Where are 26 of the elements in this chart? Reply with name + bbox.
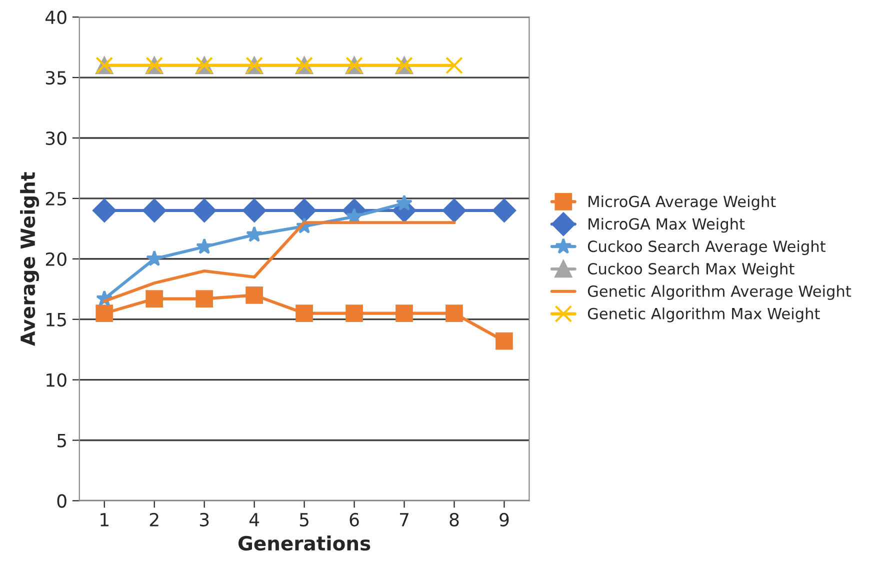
y-tick-label: 0 — [57, 494, 66, 508]
legend-label: Cuckoo Search Average Weight — [588, 240, 826, 256]
y-tick-label: 30 — [46, 131, 66, 146]
x-tick-label: 1 — [100, 513, 108, 526]
y-tick-label: 20 — [46, 252, 66, 266]
x-tick-label: 7 — [400, 513, 408, 526]
y-tick-label: 10 — [46, 373, 66, 387]
x-tick-label: 6 — [350, 512, 359, 526]
legend-label: MicroGA Average Weight — [588, 195, 776, 210]
y-tick-label: 15 — [46, 313, 66, 326]
y-tick-label: 35 — [46, 70, 66, 85]
legend-label: Genetic Algorithm Max Weight — [588, 308, 820, 322]
x-tick-label: 9 — [500, 512, 509, 526]
y-axis-title: Average Weight — [20, 172, 40, 346]
x-tick-label: 8 — [450, 512, 459, 526]
y-tick-label: 25 — [46, 192, 66, 206]
x-tick-label: 3 — [200, 512, 209, 526]
legend-label: Genetic Algorithm Average Weight — [588, 285, 852, 300]
y-tick-label: 40 — [45, 10, 66, 24]
y-tick-label: 5 — [57, 434, 66, 448]
legend-label: MicroGA Max Weight — [588, 218, 745, 233]
legend-label: Cuckoo Search Max Weight — [588, 262, 794, 278]
x-tick-label: 5 — [300, 513, 308, 526]
x-tick-label: 4 — [249, 513, 260, 526]
x-tick-label: 2 — [150, 512, 158, 526]
x-axis-title: Generations — [238, 536, 370, 551]
